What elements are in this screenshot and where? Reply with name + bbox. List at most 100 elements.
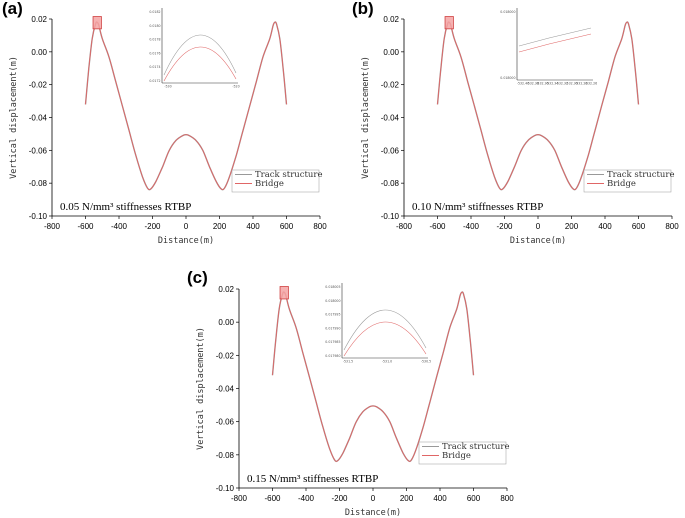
zoom-highlight-box bbox=[444, 16, 454, 30]
inset-series-bridge bbox=[343, 321, 427, 357]
chart-panel-1: (a) -800 -600 -400 -200 0 200 400 600 800 0.02 0.00… bbox=[2, 0, 327, 246]
x-tick-label: -800 bbox=[396, 222, 413, 231]
inset-series-track-structure bbox=[343, 309, 427, 351]
zoom-inset: 0.0180000.018000-532.40-532.38-532.36-53… bbox=[500, 6, 597, 86]
y-tick-label: -0.06 bbox=[216, 418, 235, 427]
x-tick-label: -800 bbox=[231, 494, 248, 503]
x-tick-label: 600 bbox=[632, 222, 646, 231]
inset-y-tick-label: 0.017985 bbox=[325, 340, 340, 344]
x-tick-label: 200 bbox=[400, 494, 414, 503]
inset-x-tick-label: -532.38 bbox=[527, 82, 539, 86]
y-tick-label: 0.02 bbox=[383, 15, 399, 24]
x-tick-label: 0 bbox=[536, 222, 541, 231]
inset-y-tick-label: 0.0174 bbox=[149, 65, 160, 69]
chart-panel-3: (c) -800 -600 -400 -200 0 200 400 600 800 0.02 0.00… bbox=[187, 268, 514, 518]
x-tick-label: -200 bbox=[331, 494, 348, 503]
inset-x-tick-label: -532.34 bbox=[546, 82, 558, 86]
inset-y-tick-label: 0.0180 bbox=[149, 24, 160, 28]
y-tick-label: -0.08 bbox=[216, 451, 235, 460]
series-line-bridge bbox=[85, 21, 287, 191]
panel-letter: (c) bbox=[187, 268, 208, 287]
y-tick-label: -0.06 bbox=[29, 146, 48, 155]
legend-label: Track structure bbox=[607, 170, 674, 180]
inset-x-tick-label: -531.5 bbox=[343, 360, 353, 364]
inset-x-tick-label: -532.36 bbox=[536, 82, 548, 86]
x-tick-label: -600 bbox=[429, 222, 446, 231]
inset-y-tick-label: 0.017980 bbox=[325, 354, 340, 358]
y-tick-label: -0.04 bbox=[216, 385, 235, 394]
inset-background bbox=[505, 6, 595, 86]
y-tick-label: -0.02 bbox=[216, 351, 235, 360]
inset-y-tick-label: 0.0172 bbox=[149, 79, 160, 83]
y-tick-label: 0.00 bbox=[383, 48, 399, 57]
inset-x-tick-label: -530 bbox=[164, 85, 171, 89]
x-tick-label: 800 bbox=[313, 222, 327, 231]
y-tick-label: -0.02 bbox=[29, 81, 48, 90]
inset-y-tick-label: 0.018000 bbox=[325, 299, 340, 303]
y-axis-label: Vertical displacement(m) bbox=[196, 327, 206, 450]
x-tick-label: -600 bbox=[77, 222, 94, 231]
zoom-highlight-box bbox=[279, 286, 289, 300]
legend-label: Track structure bbox=[442, 442, 509, 452]
inset-y-tick-label: 0.018005 bbox=[325, 285, 340, 289]
legend-box bbox=[231, 169, 320, 193]
x-tick-label: 600 bbox=[280, 222, 294, 231]
y-tick-label: -0.08 bbox=[29, 179, 48, 188]
x-tick-label: 200 bbox=[213, 222, 227, 231]
inset-y-tick-label: 0.0176 bbox=[149, 51, 160, 55]
inset-y-tick-label: 0.0182 bbox=[149, 10, 160, 14]
y-axis-label: Vertical displacement(m) bbox=[9, 56, 19, 179]
inset-y-tick-label: 0.018000 bbox=[500, 10, 515, 14]
inset-x-tick-label: -532.32 bbox=[556, 82, 568, 86]
inset-series-bridge bbox=[163, 46, 237, 82]
legend-label: Track structure bbox=[255, 170, 322, 180]
x-axis-label: Distance(m) bbox=[345, 508, 401, 518]
y-tick-label: 0.02 bbox=[218, 285, 234, 294]
panel-caption: 0.10 N/mm³ stiffnesses RTBP bbox=[412, 201, 543, 213]
y-tick-label: -0.08 bbox=[381, 179, 400, 188]
x-tick-label: -400 bbox=[463, 222, 480, 231]
x-tick-label: 400 bbox=[433, 494, 447, 503]
y-tick-label: 0.00 bbox=[218, 318, 234, 327]
inset-x-tick-label: -532.30 bbox=[565, 82, 577, 86]
legend-box bbox=[418, 441, 507, 465]
y-tick-label: 0.02 bbox=[31, 15, 47, 24]
x-tick-label: -800 bbox=[44, 222, 61, 231]
zoom-inset: 0.018005 0.018000 0.017995 0.017990 0.017985… bbox=[325, 281, 431, 364]
inset-y-tick-label: 0.018000 bbox=[500, 76, 515, 80]
inset-x-tick-label: -532.28 bbox=[575, 82, 587, 86]
x-tick-label: 0 bbox=[371, 494, 376, 503]
inset-y-tick-label: 0.017995 bbox=[325, 313, 340, 317]
inset-x-tick-label: -531.0 bbox=[382, 360, 392, 364]
y-tick-label: -0.04 bbox=[381, 114, 400, 123]
series-line-bridge bbox=[437, 21, 639, 191]
zoom-inset: 0.0182 0.0180 0.0178 0.0176 0.0174 0.0172 -530… bbox=[149, 6, 240, 89]
inset-y-tick-label: 0.017990 bbox=[325, 326, 340, 330]
inset-x-tick-label: -532.26 bbox=[585, 82, 597, 86]
panel-letter: (b) bbox=[352, 0, 374, 18]
y-tick-label: -0.10 bbox=[216, 484, 235, 493]
x-tick-label: -400 bbox=[111, 222, 128, 231]
legend-label: Bridge bbox=[607, 179, 636, 189]
y-tick-label: -0.10 bbox=[381, 212, 400, 221]
x-tick-label: -400 bbox=[298, 494, 315, 503]
x-tick-label: -200 bbox=[496, 222, 513, 231]
chart-panel-2: (b) -800 -600 -400 -200 0 200 400 600 800 0.02 0.00… bbox=[352, 0, 679, 246]
y-tick-label: -0.06 bbox=[381, 146, 400, 155]
x-tick-label: -200 bbox=[144, 222, 161, 231]
y-tick-label: 0.00 bbox=[31, 48, 47, 57]
x-tick-label: 800 bbox=[665, 222, 679, 231]
inset-x-tick-label: -532.40 bbox=[517, 82, 529, 86]
panel-caption: 0.15 N/mm³ stiffnesses RTBP bbox=[247, 473, 378, 485]
zoom-highlight-box bbox=[92, 16, 102, 30]
x-tick-label: 800 bbox=[500, 494, 514, 503]
legend-label: Bridge bbox=[442, 451, 471, 461]
y-tick-label: -0.10 bbox=[29, 212, 48, 221]
y-tick-label: -0.02 bbox=[381, 81, 400, 90]
legend-box bbox=[583, 169, 672, 193]
y-axis-label: Vertical displacement(m) bbox=[361, 56, 371, 179]
x-axis-label: Distance(m) bbox=[158, 236, 214, 246]
inset-x-tick-label: -530.5 bbox=[421, 360, 431, 364]
inset-series-track-structure bbox=[163, 34, 237, 76]
